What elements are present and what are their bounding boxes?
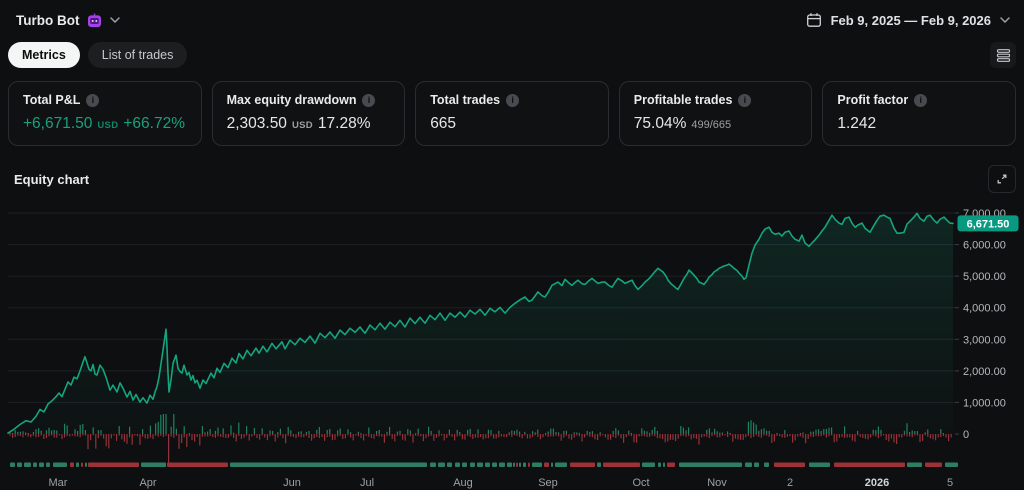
equity-line (7, 212, 954, 434)
svg-text:Sep: Sep (538, 477, 558, 489)
svg-text:2026: 2026 (865, 477, 889, 489)
metric-title: Profitable trades (633, 93, 733, 107)
info-icon[interactable]: i (914, 93, 928, 107)
tab-metrics[interactable]: Metrics (8, 42, 80, 68)
strategy-selector[interactable]: Turbo Bot (16, 12, 121, 28)
rows-icon (996, 48, 1011, 63)
strategy-name: Turbo Bot (16, 12, 80, 28)
metric-title: Total trades (430, 93, 501, 107)
metric-value: 1.242 (837, 115, 877, 132)
metric-value: +6,671.50 (23, 115, 93, 132)
svg-text:Mar: Mar (49, 477, 68, 489)
metric-card-total-pnl: Total P&L i +6,671.50 USD +66.72% (8, 81, 202, 146)
metric-value: 2,303.50 (226, 115, 287, 132)
svg-text:1,000.00: 1,000.00 (963, 397, 1006, 409)
calendar-icon (806, 12, 822, 28)
metric-unit: USD (97, 120, 119, 131)
metric-card-total-trades: Total trades i 665 (415, 81, 609, 146)
expand-chart-button[interactable] (988, 165, 1016, 193)
trade-strip (10, 462, 958, 467)
metric-extra: +66.72% (123, 115, 185, 132)
svg-text:6,671.50: 6,671.50 (967, 218, 1010, 230)
equity-chart[interactable]: 7,000.00 6,000.00 5,000.00 4,000.00 3,000.00… (0, 205, 1024, 490)
metric-title: Profit factor (837, 93, 909, 107)
metric-title: Total P&L (23, 93, 81, 107)
metric-unit: USD (291, 120, 313, 131)
top-bar: Turbo Bot Feb 9, 202 (0, 0, 1024, 31)
info-icon[interactable]: i (86, 93, 100, 107)
svg-text:0: 0 (963, 429, 969, 441)
chevron-down-icon (1000, 17, 1010, 23)
svg-text:6,000.00: 6,000.00 (963, 240, 1006, 252)
tabs-bar: Metrics List of trades (0, 31, 1024, 68)
svg-text:Apr: Apr (139, 477, 156, 489)
tab-list-of-trades[interactable]: List of trades (87, 42, 188, 68)
svg-text:5,000.00: 5,000.00 (963, 271, 1006, 283)
metric-extra: 17.28% (317, 115, 371, 132)
robot-icon (86, 13, 103, 28)
svg-text:5: 5 (947, 477, 953, 489)
view-tabs: Metrics List of trades (8, 42, 188, 68)
expand-icon (995, 172, 1009, 186)
info-icon[interactable]: i (738, 93, 752, 107)
metric-value: 665 (430, 115, 457, 132)
svg-text:Jun: Jun (283, 477, 301, 489)
metric-value: 75.04% (633, 115, 687, 132)
metric-title: Max equity drawdown (226, 93, 357, 107)
current-value-badge: 6,671.50 (957, 215, 1019, 232)
chevron-down-icon (110, 17, 121, 23)
metric-cards: Total P&L i +6,671.50 USD +66.72% Max equ… (0, 68, 1024, 146)
svg-text:Aug: Aug (453, 477, 473, 489)
metric-card-profitable-trades: Profitable trades i 75.04% 499/665 (618, 81, 813, 146)
svg-text:4,000.00: 4,000.00 (963, 303, 1006, 315)
svg-text:3,000.00: 3,000.00 (963, 334, 1006, 346)
info-icon[interactable]: i (506, 93, 520, 107)
pnl-histogram (9, 414, 952, 467)
layout-rows-button[interactable] (990, 42, 1016, 68)
svg-text:Jul: Jul (360, 477, 374, 489)
x-axis-labels: Mar Apr Jun Jul Aug Sep Oct Nov 2 2026 5 (49, 477, 954, 489)
metric-extra: 499/665 (691, 119, 732, 131)
date-range-picker[interactable]: Feb 9, 2025 — Feb 9, 2026 (806, 12, 1010, 28)
equity-chart-title: Equity chart (14, 171, 90, 187)
info-icon[interactable]: i (362, 93, 376, 107)
date-range-label: Feb 9, 2025 — Feb 9, 2026 (830, 12, 991, 28)
metric-card-profit-factor: Profit factor i 1.242 (822, 81, 1016, 146)
svg-text:Nov: Nov (707, 477, 727, 489)
svg-text:2,000.00: 2,000.00 (963, 366, 1006, 378)
y-axis-labels: 7,000.006,000.005,000.004,000.003,000.00… (955, 208, 1006, 441)
svg-text:Oct: Oct (632, 477, 649, 489)
metric-card-max-drawdown: Max equity drawdown i 2,303.50 USD 17.28% (211, 81, 406, 146)
svg-text:2: 2 (787, 477, 793, 489)
equity-area (8, 213, 953, 434)
equity-section-header: Equity chart (0, 146, 1024, 193)
